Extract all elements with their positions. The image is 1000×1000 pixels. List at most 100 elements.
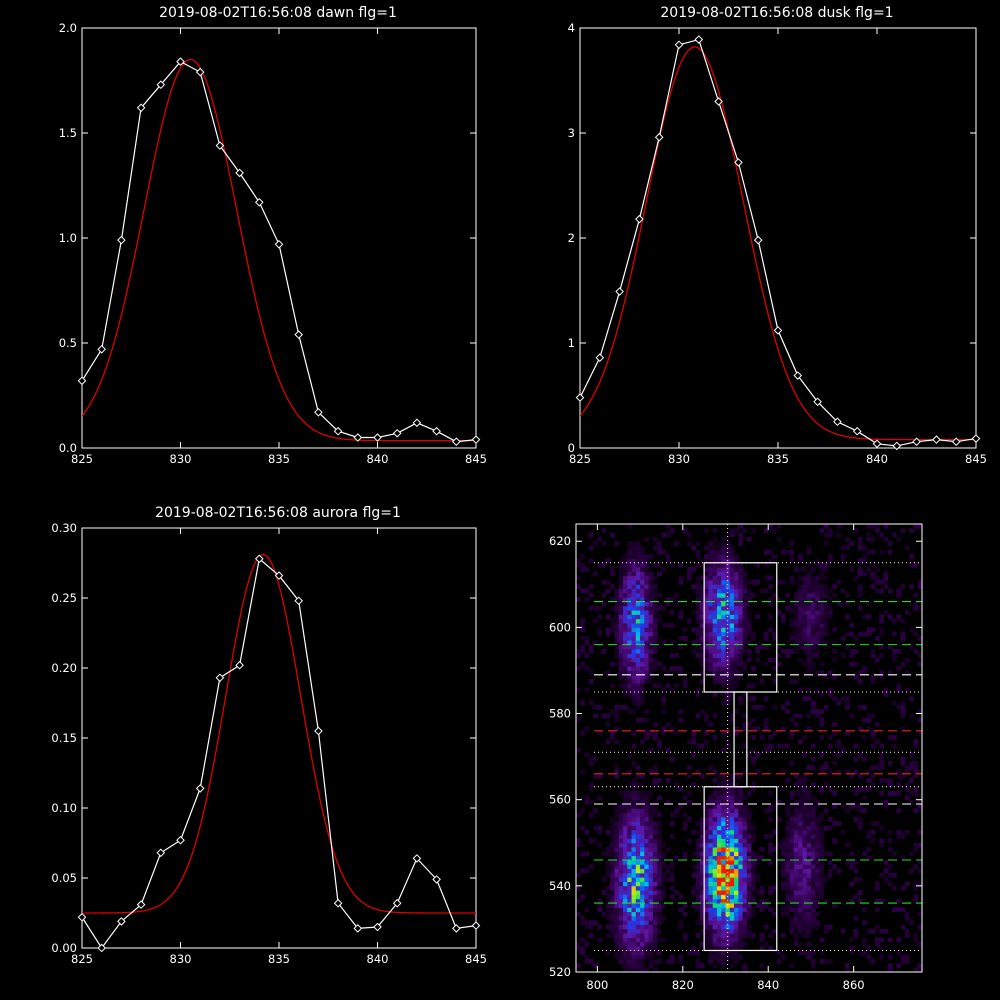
heatmap-cell bbox=[708, 588, 714, 594]
heatmap-cell bbox=[618, 842, 624, 848]
heatmap-cell bbox=[691, 545, 696, 551]
heatmap-cell bbox=[665, 623, 671, 628]
heatmap-cell bbox=[622, 597, 628, 602]
heatmap-cell bbox=[618, 588, 624, 594]
heatmap-cell bbox=[836, 739, 842, 745]
heatmap-cell bbox=[712, 812, 718, 818]
heatmap-cell bbox=[618, 847, 624, 852]
heatmap-cell bbox=[614, 898, 620, 904]
heatmap-cell bbox=[622, 928, 628, 934]
heatmap-cell bbox=[810, 959, 816, 964]
heatmap-cell bbox=[815, 653, 820, 658]
heatmap-cell bbox=[785, 605, 790, 611]
heatmap-cell bbox=[644, 640, 650, 646]
heatmap-cell bbox=[810, 567, 816, 572]
heatmap-cell bbox=[823, 575, 829, 581]
heatmap-cell bbox=[806, 666, 812, 671]
heatmap-cell bbox=[883, 524, 889, 529]
heatmap-cell bbox=[631, 937, 637, 943]
heatmap-cell bbox=[853, 769, 859, 775]
heatmap-cell bbox=[648, 804, 654, 809]
heatmap-cell bbox=[721, 950, 726, 956]
heatmap-cell bbox=[738, 674, 743, 680]
heatmap-cell bbox=[772, 592, 778, 598]
heatmap-cell bbox=[810, 812, 816, 818]
heatmap-cell bbox=[605, 872, 611, 878]
heatmap-cell bbox=[635, 601, 641, 607]
heatmap-cell bbox=[802, 597, 808, 602]
heatmap-cell bbox=[699, 868, 705, 874]
heatmap-cell bbox=[627, 842, 632, 848]
heatmap-cell bbox=[614, 950, 620, 956]
heatmap-cell bbox=[763, 726, 769, 732]
heatmap-cell bbox=[640, 558, 645, 564]
heatmap-cell bbox=[746, 911, 752, 917]
heatmap-cell bbox=[751, 528, 756, 534]
heatmap-cell bbox=[729, 640, 735, 646]
heatmap-cell bbox=[823, 541, 829, 546]
heatmap-cell bbox=[742, 713, 748, 719]
heatmap-cell bbox=[610, 816, 615, 822]
heatmap-cell bbox=[755, 657, 761, 663]
heatmap-cell bbox=[669, 562, 675, 568]
heatmap-cell bbox=[862, 735, 867, 740]
heatmap-cell bbox=[806, 571, 812, 577]
heatmap-cell bbox=[669, 885, 675, 891]
heatmap-cell bbox=[815, 890, 820, 895]
heatmap-cell bbox=[789, 860, 795, 865]
heatmap-cell bbox=[704, 528, 709, 534]
heatmap-cell bbox=[806, 894, 812, 900]
heatmap-cell bbox=[644, 941, 650, 947]
heatmap-cell bbox=[627, 562, 632, 568]
heatmap-cell bbox=[798, 950, 803, 956]
heatmap-cell bbox=[734, 804, 739, 809]
data-point-dusk bbox=[575, 393, 585, 402]
heatmap-cell bbox=[789, 735, 795, 740]
heatmap-cell bbox=[789, 812, 795, 818]
heatmap-cell bbox=[716, 580, 722, 585]
heatmap-cell bbox=[900, 907, 906, 913]
heatmap-cell bbox=[635, 562, 641, 568]
heatmap-cell bbox=[644, 670, 650, 676]
heatmap-cell bbox=[605, 851, 611, 857]
heatmap-cell bbox=[648, 903, 654, 908]
heatmap-cell bbox=[588, 532, 594, 538]
heatmap-cell bbox=[665, 799, 671, 805]
heatmap-cell bbox=[806, 696, 812, 702]
heatmap-cell bbox=[631, 825, 637, 831]
heatmap-cell bbox=[734, 773, 739, 779]
heatmap-cell bbox=[721, 588, 726, 594]
heatmap-cell bbox=[734, 601, 739, 607]
heatmap-cell bbox=[849, 648, 855, 654]
heatmap-cell bbox=[712, 791, 718, 796]
heatmap-cell bbox=[652, 808, 658, 814]
heatmap-cell bbox=[887, 782, 893, 788]
heatmap-cell bbox=[742, 804, 748, 809]
heatmap-cell bbox=[810, 605, 816, 611]
heatmap-cell bbox=[793, 644, 799, 650]
heatmap-cell bbox=[699, 816, 705, 822]
heatmap-cell bbox=[802, 851, 808, 857]
heatmap-cell bbox=[828, 851, 833, 857]
heatmap-cell bbox=[721, 636, 726, 641]
heatmap-cell bbox=[614, 933, 620, 938]
heatmap-cell bbox=[806, 765, 812, 770]
heatmap-cell bbox=[738, 920, 743, 926]
heatmap-cell bbox=[627, 959, 632, 964]
heatmap-cell bbox=[853, 756, 859, 762]
heatmap-cell bbox=[857, 588, 863, 594]
heatmap-cell bbox=[742, 588, 748, 594]
heatmap-cell bbox=[708, 941, 714, 947]
heatmap-cell bbox=[618, 674, 624, 680]
heatmap-cell bbox=[601, 890, 607, 895]
heatmap-cell bbox=[622, 829, 628, 835]
heatmap-cell bbox=[635, 959, 641, 964]
heatmap-cell bbox=[810, 911, 816, 917]
heatmap-cell bbox=[580, 916, 585, 921]
heatmap-cell bbox=[802, 601, 808, 607]
heatmap-cell bbox=[648, 933, 654, 938]
heatmap-cell bbox=[772, 528, 778, 534]
heatmap-cell bbox=[716, 808, 722, 814]
heatmap-cell bbox=[644, 567, 650, 572]
heatmap-cell bbox=[618, 640, 624, 646]
